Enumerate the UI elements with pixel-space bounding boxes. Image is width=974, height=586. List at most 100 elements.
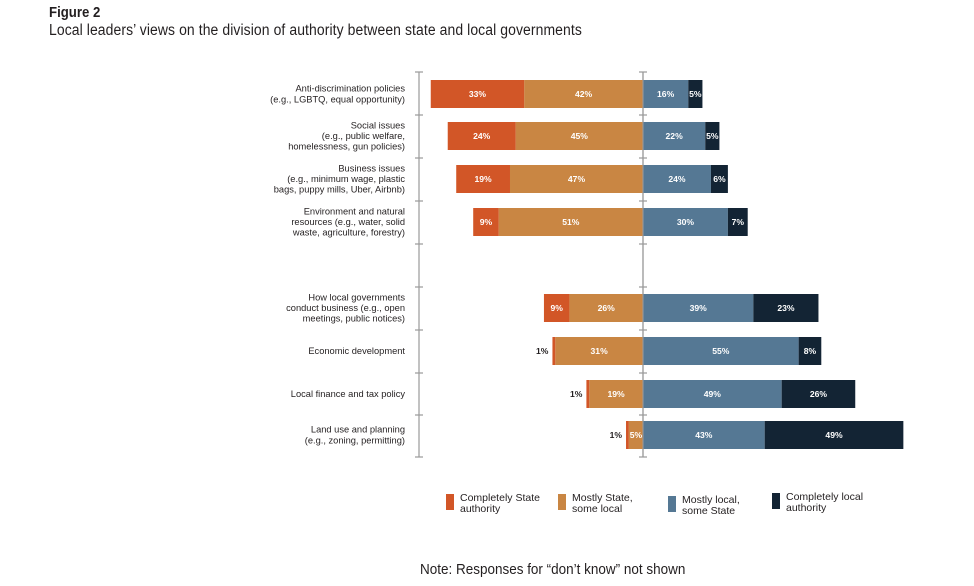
bar-segment (586, 380, 590, 408)
category-label-line: Land use and planning (311, 425, 405, 435)
chart-title: Local leaders’ views on the division of … (49, 22, 582, 39)
category-labels: Anti-discrimination policies (e.g., LGBTQ… (270, 84, 405, 446)
category-label: Anti-discrimination policies (e.g., LGBTQ… (270, 84, 405, 105)
bar-segment (589, 380, 643, 408)
bar-value-label: 26% (598, 303, 616, 313)
bar-segment (456, 165, 510, 193)
bar-segment (626, 421, 629, 449)
bar-segment (643, 208, 728, 236)
bar-value-label: 19% (608, 389, 626, 399)
legend-label-line: some local (572, 503, 622, 515)
legend-swatch (558, 494, 566, 510)
legend-label-line: some State (682, 505, 735, 517)
bar-segment (753, 294, 819, 322)
category-label-line: waste, agriculture, forestry) (292, 228, 405, 238)
bar-row: 47% 19% 24% 6% (456, 165, 728, 193)
bar-segment (643, 294, 754, 322)
bar-value-label: 23% (777, 303, 795, 313)
bar-segment (628, 421, 643, 449)
chart-note: Note: Responses for “don’t know” not sho… (420, 562, 686, 578)
bar-value-label: 16% (657, 89, 675, 99)
category-label: Land use and planning (e.g., zoning, perm… (305, 425, 405, 446)
legend-label-line: Mostly local, (682, 494, 740, 506)
bar-row: 26% 9% 39% 23% (543, 294, 819, 322)
legend-label-line: Completely local (786, 491, 863, 503)
figure-number: Figure 2 (49, 4, 101, 21)
bar-value-label: 19% (475, 174, 493, 184)
bar-value-label: 9% (550, 303, 563, 313)
legend-label-line: Mostly State, (572, 492, 633, 504)
bar-segment (552, 337, 556, 365)
bar-segment (643, 122, 706, 150)
bar-segment (555, 337, 643, 365)
bar-segment (524, 80, 643, 108)
bar-segment (509, 165, 643, 193)
bar-segment (710, 165, 728, 193)
bar-segment (543, 294, 570, 322)
category-label-line: bags, puppy mills, Uber, Airbnb) (274, 185, 405, 195)
bar-value-label: 51% (562, 217, 580, 227)
legend-label: Completely local authority (786, 491, 863, 514)
category-label-line: Economic development (308, 346, 405, 356)
bar-segment (498, 208, 643, 236)
bar-segment (473, 208, 499, 236)
bar-value-label: 5% (706, 131, 719, 141)
legend-item: Mostly State, some local (558, 492, 633, 515)
bar-row: 5% 1% 43% 49% (610, 421, 904, 449)
bar-value-label: 55% (712, 346, 730, 356)
bar-row: 31% 1% 55% 8% (536, 337, 822, 365)
legend-label-line: authority (786, 502, 827, 514)
category-label: Environment and natural resources (e.g., … (291, 206, 405, 237)
bar-segment (705, 122, 720, 150)
legend-swatch (668, 496, 676, 512)
bar-segment (515, 122, 643, 150)
legend-swatch (446, 494, 454, 510)
bar-segment (643, 80, 689, 108)
bar-value-label: 33% (469, 89, 487, 99)
category-label-line: Environment and natural (304, 206, 405, 216)
category-label-line: (e.g., LGBTQ, equal opportunity) (270, 94, 405, 104)
bar-value-label: 5% (689, 89, 702, 99)
category-label: Business issues (e.g., minimum wage, plas… (274, 163, 406, 194)
bar-value-label: 47% (568, 174, 586, 184)
category-label: How local governments conduct business (e… (286, 292, 405, 323)
legend-item: Completely State authority (446, 492, 540, 515)
category-label-line: Business issues (338, 163, 405, 173)
legend-label: Mostly State, some local (572, 492, 633, 515)
category-label-line: (e.g., public welfare, (322, 131, 405, 141)
bar-segment (643, 380, 782, 408)
bar-value-label: 45% (571, 131, 589, 141)
legend-label: Mostly local, some State (682, 494, 740, 517)
bar-value-label: 49% (704, 389, 722, 399)
category-label: Social issues (e.g., public welfare, homel… (288, 120, 405, 151)
category-label-line: homelessness, gun policies) (288, 142, 405, 152)
legend-label-line: authority (460, 503, 501, 515)
bar-value-label: 43% (695, 430, 713, 440)
bar-segment (643, 337, 799, 365)
bar-segment (764, 421, 904, 449)
bar-value-label: 1% (610, 430, 623, 440)
bar-value-label: 5% (630, 430, 643, 440)
bar-value-label: 8% (804, 346, 817, 356)
category-label-line: Social issues (351, 120, 406, 130)
bar-segment (569, 294, 643, 322)
bar-segment (727, 208, 748, 236)
bar-value-label: 22% (666, 131, 684, 141)
bar-value-label: 49% (825, 430, 843, 440)
bar-value-label: 7% (732, 217, 745, 227)
category-label-line: resources (e.g., water, solid (291, 217, 405, 227)
bar-value-label: 1% (536, 346, 549, 356)
category-label-line: meetings, public notices) (303, 314, 405, 324)
bar-value-label: 31% (591, 346, 609, 356)
category-label-line: How local governments (308, 292, 405, 302)
bar-value-label: 42% (575, 89, 593, 99)
category-label: Local finance and tax policy (291, 389, 406, 399)
bar-value-label: 6% (713, 174, 726, 184)
legend-item: Completely local authority (772, 491, 863, 514)
bar-row: 19% 1% 49% 26% (570, 380, 856, 408)
bar-value-label: 9% (480, 217, 493, 227)
category-label-line: (e.g., minimum wage, plastic (287, 174, 405, 184)
category-label-line: Local finance and tax policy (291, 389, 406, 399)
